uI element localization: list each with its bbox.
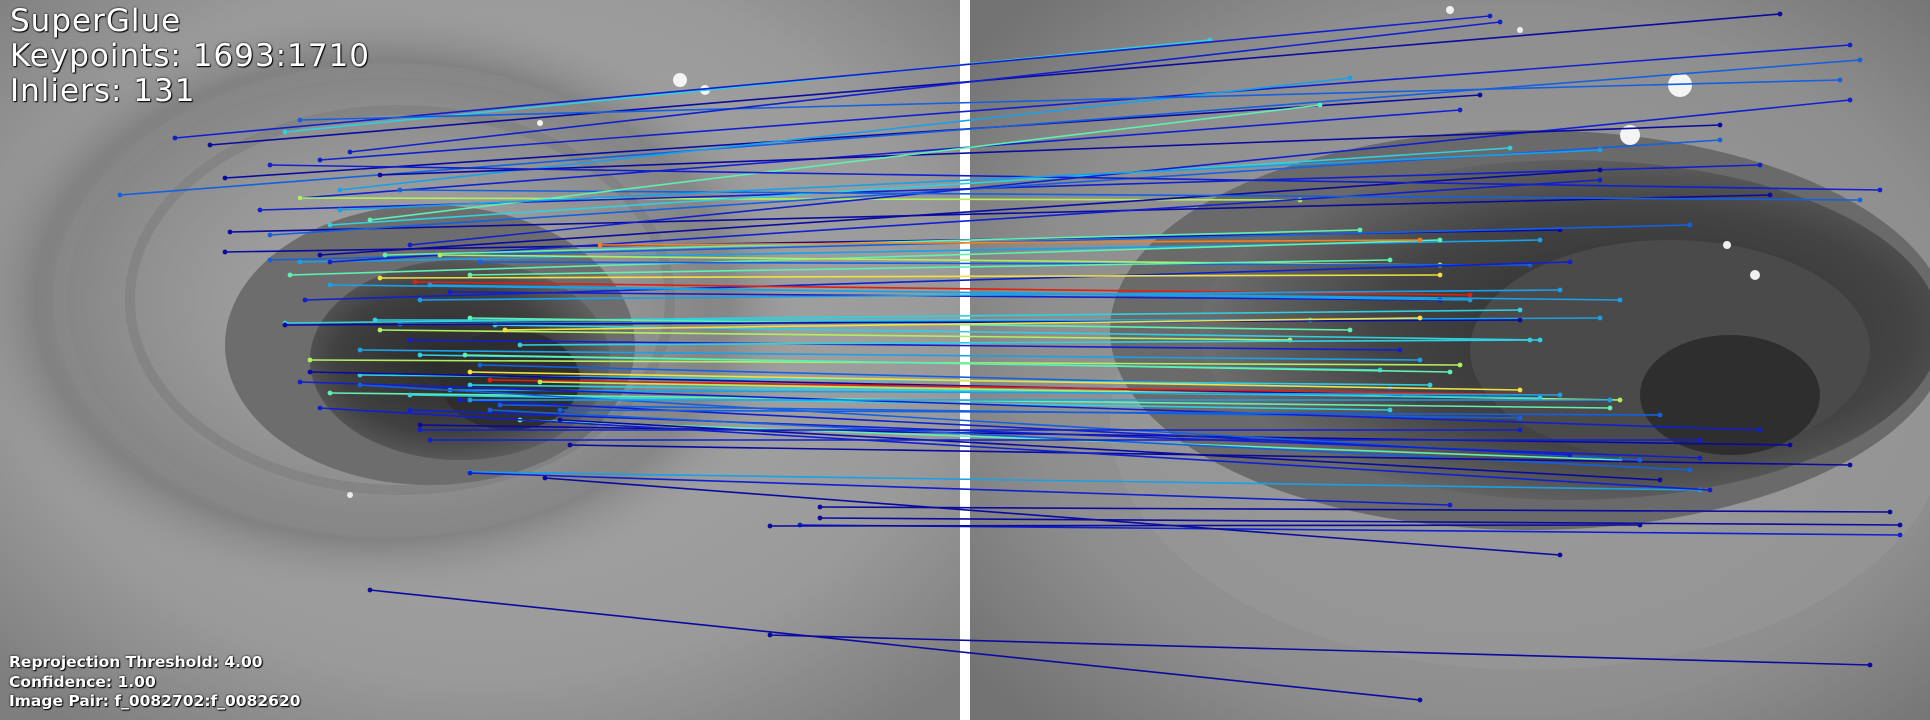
- footer-block: Reprojection Threshold: 4.00 Confidence:…: [9, 653, 301, 712]
- right-image-drawing: [970, 0, 1930, 720]
- keypoints-count: Keypoints: 1693:1710: [10, 38, 370, 74]
- right-endoscopy-image: [970, 0, 1930, 720]
- confidence-value: Confidence: 1.00: [9, 672, 156, 691]
- image-pair-label: Image Pair: f_0082702:f_0082620: [9, 692, 301, 710]
- inliers-count: Inliers: 131: [10, 73, 196, 109]
- method-title: SuperGlue: [10, 3, 182, 39]
- image-divider: [960, 0, 970, 720]
- title-block: SuperGlue Keypoints: 1693:1710 Inliers: …: [10, 4, 370, 109]
- reprojection-threshold: Reprojection Threshold: 4.00: [9, 653, 263, 671]
